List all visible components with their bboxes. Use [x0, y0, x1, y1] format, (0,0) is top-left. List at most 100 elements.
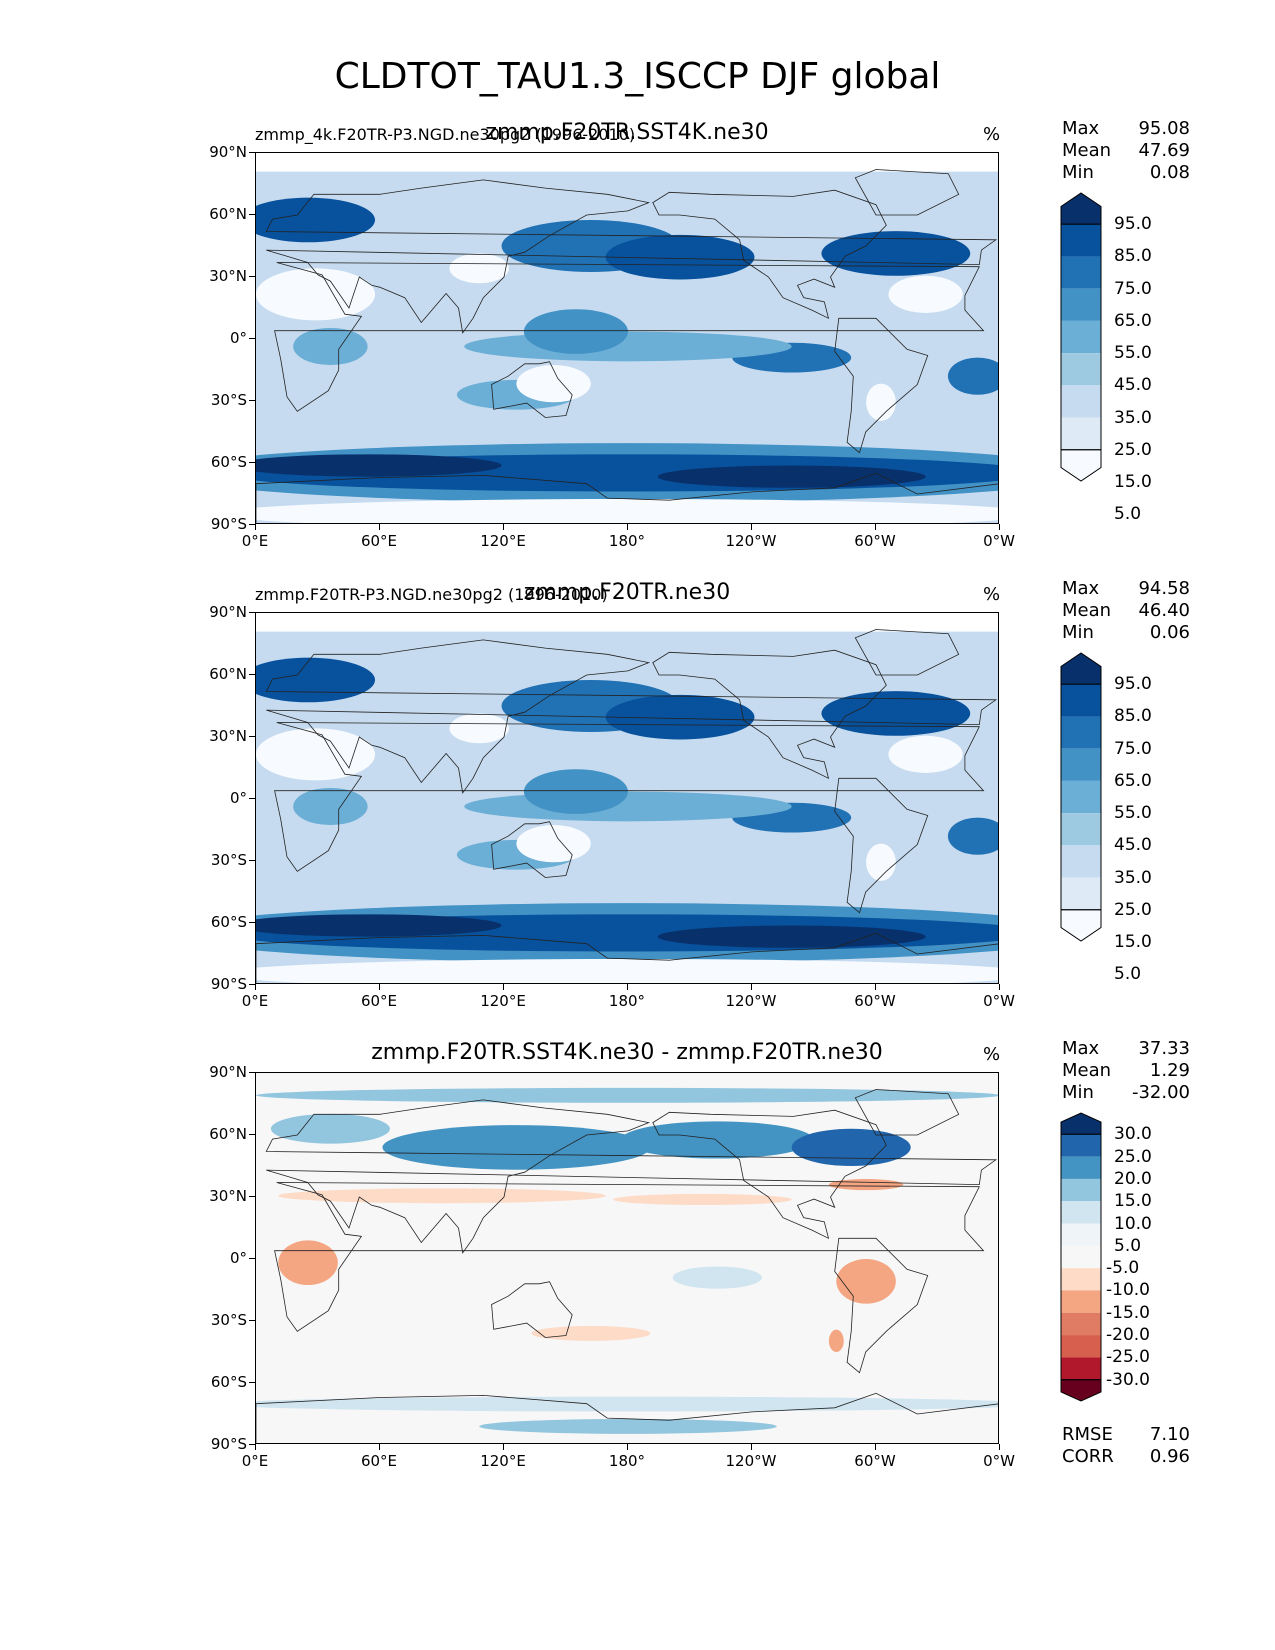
contour-region	[866, 383, 896, 421]
lon-tick-mark	[255, 984, 256, 990]
lat-tick-label: 60°S	[210, 453, 247, 471]
stats-box: Max 94.58 Mean 46.40 Min 0.06	[1062, 578, 1190, 644]
colorbar-label: 15.0	[1114, 1191, 1152, 1212]
stat-value: 0.06	[1149, 622, 1190, 643]
colorbar-segment	[1061, 1201, 1101, 1224]
lat-tick-label: 0°	[229, 329, 247, 347]
lat-tick-label: 60°S	[210, 1373, 247, 1391]
colorbar-label: 85.0	[1114, 706, 1152, 727]
colorbar-segment	[1061, 320, 1101, 354]
contour-region	[620, 1121, 814, 1159]
stat-row: Mean 46.40	[1062, 600, 1190, 622]
panel-left-label: zmmp.F20TR-P3.NGD.ne30pg2 (1996-2010)	[255, 585, 608, 604]
lat-tick-mark	[249, 984, 255, 985]
lat-tick-mark	[249, 798, 255, 799]
contour-region	[256, 498, 998, 523]
contour-region	[657, 925, 926, 948]
contour-region	[464, 331, 792, 362]
stat-label: CORR	[1062, 1446, 1114, 1467]
contour-region	[256, 657, 376, 703]
coastline	[491, 1281, 573, 1338]
colorbar-label: 25.0	[1114, 899, 1152, 920]
colorbar-outline	[1060, 1133, 1102, 1381]
colorbar-segment	[1061, 748, 1101, 781]
panel-title: zmmp.F20TR.SST4K.ne30 - zmmp.F20TR.ne30	[371, 1040, 883, 1065]
lon-tick-mark	[751, 524, 752, 530]
lat-tick-mark	[249, 276, 255, 277]
colorbar-segment	[1061, 845, 1101, 878]
colorbar-segment	[1060, 449, 1102, 482]
lat-tick-label: 90°S	[210, 975, 247, 993]
colorbar	[1060, 652, 1102, 942]
lat-tick-label: 60°S	[210, 913, 247, 931]
lon-tick-mark	[379, 524, 380, 530]
lat-tick-label: 60°N	[209, 665, 247, 683]
units-label: %	[983, 1044, 1001, 1065]
error-stats-box: RMSE 7.10 CORR 0.96	[1062, 1424, 1190, 1468]
contour-region	[256, 1396, 998, 1412]
lon-tick-label: 60°W	[854, 532, 896, 550]
colorbar-label: 5.0	[1114, 964, 1142, 985]
stat-label: Min	[1062, 622, 1094, 643]
colorbar-label: 15.0	[1114, 932, 1152, 952]
lat-tick-mark	[249, 736, 255, 737]
lon-tick-mark	[999, 984, 1000, 990]
colorbar-label: 55.0	[1114, 343, 1152, 364]
lat-tick-label: 0°	[229, 789, 247, 807]
panel-left-label: zmmp_4k.F20TR-P3.NGD.ne30pg2 (1996-2010)	[255, 125, 636, 144]
stat-row: Mean 47.69	[1062, 140, 1190, 162]
colorbar-segment	[1060, 1112, 1102, 1135]
colorbar-segment	[1061, 1178, 1101, 1202]
lat-tick-label: 60°N	[209, 205, 247, 223]
stat-label: Min	[1062, 1082, 1094, 1103]
lat-tick-label: 90°N	[209, 603, 247, 621]
lon-tick-label: 0°W	[983, 992, 1015, 1010]
lat-tick-label: 30°S	[210, 391, 247, 409]
lat-tick-mark	[249, 1444, 255, 1445]
stat-value: 0.08	[1149, 162, 1190, 183]
stat-value: 37.33	[1138, 1038, 1190, 1059]
contour-region	[256, 268, 376, 321]
stat-value: -32.00	[1131, 1082, 1190, 1103]
colorbar-segment	[1060, 909, 1102, 942]
stat-row: Min 0.08	[1062, 162, 1190, 184]
lat-tick-label: 30°N	[209, 267, 247, 285]
colorbar-label: 75.0	[1114, 738, 1152, 759]
lat-tick-mark	[249, 462, 255, 463]
colorbar-segment	[1061, 385, 1101, 418]
lon-tick-mark	[627, 524, 628, 530]
lat-tick-mark	[249, 338, 255, 339]
coastline	[265, 179, 998, 334]
stat-value: 94.58	[1138, 578, 1190, 599]
coastline	[274, 1182, 985, 1332]
lon-tick-label: 120°W	[725, 1452, 777, 1470]
lon-tick-mark	[379, 1444, 380, 1450]
contour-region	[278, 1240, 338, 1286]
lon-tick-mark	[999, 524, 1000, 530]
contour-region	[382, 1125, 651, 1170]
contour-region	[293, 327, 368, 366]
contour-region	[828, 1329, 844, 1352]
contour-region	[293, 787, 368, 826]
stat-label: Mean	[1062, 140, 1112, 161]
colorbar-label: 95.0	[1114, 214, 1152, 235]
lon-tick-label: 0°W	[983, 1452, 1015, 1470]
contour-region	[947, 357, 998, 395]
lat-tick-mark	[249, 612, 255, 613]
lat-tick-label: 90°N	[209, 1063, 247, 1081]
lon-tick-label: 180°	[608, 1452, 646, 1470]
contour-region	[821, 691, 971, 736]
lon-tick-mark	[875, 524, 876, 530]
stats-box: Max 37.33 Mean 1.29 Min -32.00	[1062, 1038, 1190, 1104]
lat-tick-mark	[249, 214, 255, 215]
lat-tick-label: 90°S	[210, 515, 247, 533]
lat-tick-mark	[249, 860, 255, 861]
lon-tick-mark	[379, 984, 380, 990]
colorbar-outline	[1060, 223, 1102, 451]
contour-region	[523, 309, 628, 354]
lon-tick-label: 180°	[608, 992, 646, 1010]
contour-region	[270, 1113, 390, 1144]
colorbar-segment	[1061, 224, 1101, 257]
lon-tick-label: 120°W	[725, 532, 777, 550]
contour-region	[605, 694, 755, 740]
